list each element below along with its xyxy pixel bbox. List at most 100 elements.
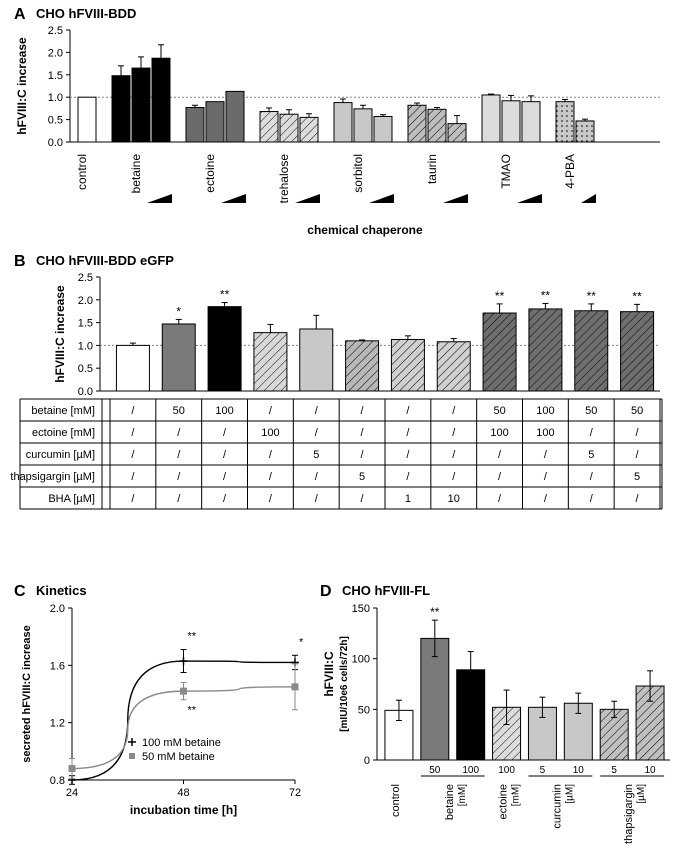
svg-text:50 mM betaine: 50 mM betaine [142,751,215,763]
svg-text:**: ** [632,289,642,303]
svg-text:*: * [176,304,181,318]
svg-text:72: 72 [289,787,301,799]
svg-text:10: 10 [645,765,657,776]
svg-text:curcumin: curcumin [551,784,563,829]
svg-text:/: / [544,493,548,505]
svg-text:/: / [315,493,319,505]
svg-text:5: 5 [540,765,546,776]
svg-text:TMAO: TMAO [499,154,513,189]
svg-text:100 mM betaine: 100 mM betaine [142,737,221,749]
svg-text:0.5: 0.5 [48,115,63,127]
panel-b-label: B [14,253,26,271]
svg-text:[mIU/10e6 cells/72h]: [mIU/10e6 cells/72h] [339,636,350,732]
svg-text:/: / [498,449,502,461]
svg-text:**: ** [188,631,197,643]
svg-text:curcumin [µM]: curcumin [µM] [26,449,95,461]
svg-text:/: / [269,471,273,483]
svg-text:50: 50 [429,765,441,776]
svg-text:/: / [269,493,273,505]
svg-text:**: ** [587,289,597,303]
svg-text:control: control [75,154,89,190]
svg-text:sorbitol: sorbitol [351,154,365,193]
panel-c-label: C [14,583,26,601]
svg-text:/: / [636,427,640,439]
svg-text:taurin: taurin [425,154,439,184]
svg-text:5: 5 [313,449,319,461]
svg-text:/: / [131,449,135,461]
svg-text:/: / [131,493,135,505]
svg-text:/: / [544,449,548,461]
svg-text:2.0: 2.0 [48,47,63,59]
svg-text:/: / [269,405,273,417]
svg-text:/: / [131,471,135,483]
svg-text:/: / [636,449,640,461]
svg-text:5: 5 [634,471,640,483]
svg-text:2.5: 2.5 [48,25,63,37]
svg-text:1.5: 1.5 [78,318,93,330]
svg-text:/: / [498,471,502,483]
svg-text:/: / [590,471,594,483]
svg-text:1.5: 1.5 [48,70,63,82]
svg-text:/: / [315,471,319,483]
svg-text:**: ** [541,288,551,302]
svg-text:0.0: 0.0 [78,386,93,398]
svg-text:/: / [223,449,227,461]
svg-text:0.0: 0.0 [48,137,63,149]
panel-d-label: D [320,583,332,601]
svg-text:betaine [mM]: betaine [mM] [31,405,95,417]
panel-c-chart: 0.81.21.62.0244872secreted hFVIII:C incr… [10,600,310,855]
svg-text:100: 100 [352,654,370,666]
svg-text:2.0: 2.0 [50,603,65,615]
svg-text:150: 150 [352,603,370,615]
svg-text:/: / [361,493,365,505]
svg-text:**: ** [430,605,440,619]
svg-text:[µM]: [µM] [564,784,575,804]
svg-text:50: 50 [173,405,185,417]
svg-text:5: 5 [588,449,594,461]
svg-text:100: 100 [215,405,233,417]
panel-b-chart: 0.00.51.01.52.02.5hFVIII:C increase*****… [10,271,670,571]
svg-text:2.5: 2.5 [78,272,93,284]
svg-text:5: 5 [611,765,617,776]
svg-text:/: / [177,427,181,439]
svg-text:1.2: 1.2 [50,718,65,730]
svg-text:betaine: betaine [444,784,456,820]
svg-text:0.8: 0.8 [50,775,65,787]
svg-text:50: 50 [585,405,597,417]
svg-text:1: 1 [405,493,411,505]
svg-text:/: / [590,427,594,439]
svg-text:/: / [452,427,456,439]
svg-text:50: 50 [358,704,370,716]
svg-text:/: / [406,449,410,461]
svg-text:incubation time [h]: incubation time [h] [130,803,237,817]
svg-text:chemical chaperone: chemical chaperone [307,223,423,237]
svg-text:/: / [223,427,227,439]
svg-text:/: / [406,471,410,483]
svg-text:[mM]: [mM] [511,784,522,806]
svg-text:control: control [390,784,402,817]
svg-text:/: / [636,493,640,505]
svg-text:secreted hFVIII:C increase: secreted hFVIII:C increase [21,625,33,763]
svg-text:**: ** [188,705,197,717]
panel-d-title: CHO hFVIII-FL [342,583,430,598]
svg-text:1.0: 1.0 [78,340,93,352]
svg-text:100: 100 [498,765,515,776]
svg-text:/: / [361,449,365,461]
svg-text:/: / [406,427,410,439]
panel-b-title: CHO hFVIII-BDD eGFP [36,253,174,268]
svg-text:ectoine: ectoine [203,154,217,193]
svg-text:/: / [223,471,227,483]
svg-text:4-PBA: 4-PBA [563,154,577,189]
panel-a-label: A [14,6,26,24]
svg-text:48: 48 [177,787,189,799]
svg-text:[mM]: [mM] [457,784,468,806]
svg-text:2.0: 2.0 [78,295,93,307]
panel-d-chart: 050100150hFVIII:C[mIU/10e6 cells/72h]**c… [315,600,680,855]
svg-text:1.0: 1.0 [48,92,63,104]
svg-text:hFVIII:C increase: hFVIII:C increase [15,37,29,135]
svg-text:**: ** [220,288,230,302]
svg-text:[µM]: [µM] [636,784,647,804]
svg-text:BHA [µM]: BHA [µM] [48,493,95,505]
svg-text:betaine: betaine [129,154,143,194]
svg-text:/: / [544,471,548,483]
